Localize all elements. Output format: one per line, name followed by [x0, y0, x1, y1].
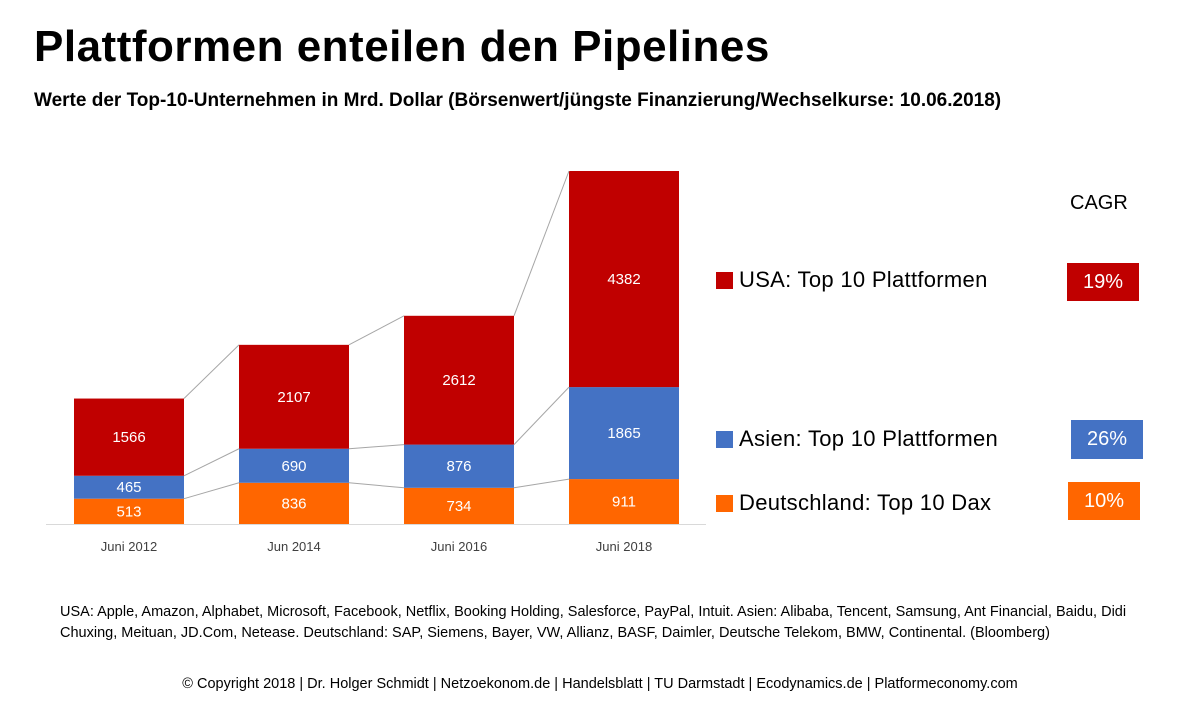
cagr-badge-deutschland: 10%: [1068, 482, 1140, 520]
connector-line-2-2: [513, 386, 570, 445]
bar-deutschland-0: [74, 498, 184, 524]
data-label-deutschland-2: 734: [446, 498, 471, 515]
bar-deutschland-2: [404, 487, 514, 524]
bar-asien-1: [239, 448, 349, 483]
legend-item-deutschland: Deutschland: Top 10 Dax: [716, 490, 991, 516]
chart-title: Plattformen enteilen den Pipelines: [34, 22, 770, 71]
legend-swatch-deutschland: [716, 494, 733, 512]
data-label-asien-0: 465: [116, 479, 141, 496]
connector-line-1-2: [348, 444, 405, 450]
stacked-bar-chart: 513 465 1566 Juni 2012 836 690 2107 Jun 2014 734…: [46, 170, 706, 554]
data-label-usa-1: 2107: [277, 389, 310, 406]
data-label-deutschland-0: 513: [116, 503, 141, 520]
legend-swatch-asien: [716, 430, 733, 448]
bar-usa-0: [74, 398, 184, 476]
bar-usa-3: [569, 171, 679, 388]
data-label-usa-3: 4382: [607, 271, 640, 288]
legend-label-usa: USA: Top 10 Plattformen: [739, 267, 988, 292]
connector-line-0-1: [183, 482, 240, 500]
connector-line-0-3: [183, 344, 240, 399]
legend-swatch-usa: [716, 271, 733, 289]
connector-line-1-1: [348, 482, 405, 489]
connector-line-0-2: [183, 448, 240, 477]
data-label-asien-2: 876: [446, 458, 471, 475]
copyright-line: © Copyright 2018 | Dr. Holger Schmidt | …: [182, 676, 1018, 692]
x-tick-label-1: Jun 2014: [267, 539, 321, 554]
connector-line-2-1: [513, 478, 570, 489]
bar-deutschland-3: [569, 479, 679, 524]
data-label-usa-2: 2612: [442, 372, 475, 389]
data-label-deutschland-1: 836: [281, 495, 306, 512]
bar-usa-2: [404, 315, 514, 445]
data-label-asien-1: 690: [281, 458, 306, 475]
x-tick-label-0: Juni 2012: [101, 539, 157, 554]
x-tick-label-2: Juni 2016: [431, 539, 487, 554]
legend-label-deutschland: Deutschland: Top 10 Dax: [739, 490, 992, 515]
connector-line-2-3: [513, 170, 570, 316]
bar-deutschland-1: [239, 482, 349, 524]
data-label-usa-0: 1566: [112, 429, 145, 446]
chart-subtitle: Werte der Top-10-Unternehmen in Mrd. Dol…: [34, 90, 1002, 111]
bar-asien-3: [569, 387, 679, 480]
x-tick-label-3: Juni 2018: [596, 539, 652, 554]
connector-line-1-3: [348, 315, 405, 346]
bar-asien-2: [404, 444, 514, 488]
legend-item-usa: USA: Top 10 Plattformen: [716, 267, 988, 293]
legend-label-asien: Asien: Top 10 Plattformen: [739, 426, 999, 451]
cagr-header: CAGR: [1070, 192, 1128, 214]
bar-usa-1: [239, 344, 349, 449]
legend-item-asien: Asien: Top 10 Plattformen: [716, 426, 998, 452]
footnote-companies: USA: Apple, Amazon, Alphabet, Microsoft,…: [60, 604, 1127, 641]
bar-asien-0: [74, 475, 184, 499]
data-label-asien-3: 1865: [607, 425, 640, 442]
data-label-deutschland-3: 911: [612, 494, 636, 511]
cagr-badge-asien: 26%: [1071, 420, 1143, 459]
cagr-badge-usa: 19%: [1067, 263, 1139, 301]
